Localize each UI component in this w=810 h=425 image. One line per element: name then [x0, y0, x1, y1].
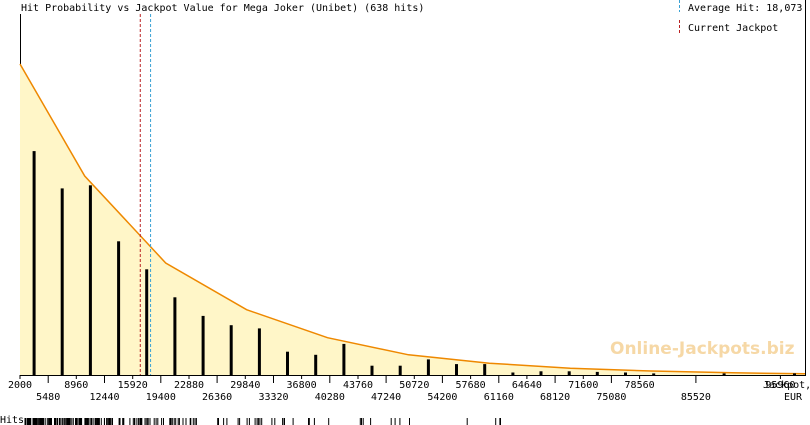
- x-tick-label: 29840: [230, 380, 260, 391]
- hit-bar: [286, 351, 289, 375]
- probability-curve: [19, 63, 806, 375]
- hit-bar: [398, 365, 402, 375]
- x-tick-label: 12440: [89, 392, 119, 403]
- hit-bar: [722, 373, 726, 375]
- hits-strip-label: Hits: [0, 415, 24, 425]
- x-tick-label: 40280: [315, 392, 345, 403]
- hit-bar: [201, 315, 205, 375]
- x-tick-label: 71600: [568, 380, 598, 391]
- hit-bar: [229, 325, 233, 375]
- x-tick-label: 78560: [625, 380, 655, 391]
- hit-bar: [370, 365, 374, 375]
- x-tick-label: 5480: [36, 392, 60, 403]
- x-tick-label: 19400: [146, 392, 176, 403]
- watermark: Online-Jackpots.biz: [610, 339, 795, 359]
- x-tick-label: 57680: [456, 380, 486, 391]
- hit-bar: [595, 371, 599, 375]
- x-tick-label: 95960: [765, 380, 795, 391]
- x-tick-label: 47240: [371, 392, 401, 403]
- x-tick-label: 85520: [681, 392, 711, 403]
- hit-bar: [88, 185, 92, 375]
- hit-bar: [314, 354, 318, 375]
- x-axis-label-line2: EUR: [784, 392, 803, 403]
- hit-bar: [652, 373, 656, 375]
- hit-bars: [32, 151, 796, 376]
- hit-bar: [624, 372, 627, 375]
- x-tick-label: 36800: [287, 380, 317, 391]
- hit-bar: [511, 372, 515, 375]
- x-axis-label-line1: Jackpot,: [763, 380, 810, 391]
- x-tick-label: 22880: [174, 380, 204, 391]
- probability-area-fill: [20, 64, 805, 375]
- x-tick-label: 43760: [343, 380, 373, 391]
- legend-average-label: Average Hit: 18,073: [688, 3, 802, 14]
- x-tick-label: 33320: [258, 392, 288, 403]
- hit-bar: [60, 188, 64, 375]
- hits-strip: [24, 418, 501, 425]
- hit-bar: [173, 297, 177, 376]
- chart-title: Hit Probability vs Jackpot Value for Meg…: [21, 3, 424, 14]
- hit-bar: [793, 373, 796, 375]
- hit-bar: [257, 328, 261, 375]
- hit-bar: [483, 364, 487, 375]
- x-tick-label: 68120: [540, 392, 570, 403]
- x-tick-label: 50720: [399, 380, 429, 391]
- x-tick-label: 8960: [64, 380, 88, 391]
- x-tick-label: 54200: [427, 392, 457, 403]
- x-tick-label: 15920: [118, 380, 148, 391]
- hit-bar: [342, 343, 346, 375]
- hit-bar: [455, 364, 458, 375]
- hit-bar: [32, 151, 36, 375]
- x-tick-label: 61160: [484, 392, 514, 403]
- legend-current-label: Current Jackpot: [688, 23, 778, 34]
- hit-bar: [567, 371, 571, 375]
- x-tick-label: 75080: [596, 392, 626, 403]
- hit-bar: [539, 371, 543, 375]
- x-tick-label: 26360: [202, 392, 232, 403]
- hit-bar: [145, 269, 149, 375]
- hit-bar: [117, 241, 121, 375]
- x-tick-label: 64640: [512, 380, 542, 391]
- hit-bar: [426, 359, 430, 375]
- x-axis-ticks: 2000 8960 15920 22880 29840 36800 43760 50720 57…: [8, 375, 795, 403]
- x-tick-label: 2000: [8, 380, 32, 391]
